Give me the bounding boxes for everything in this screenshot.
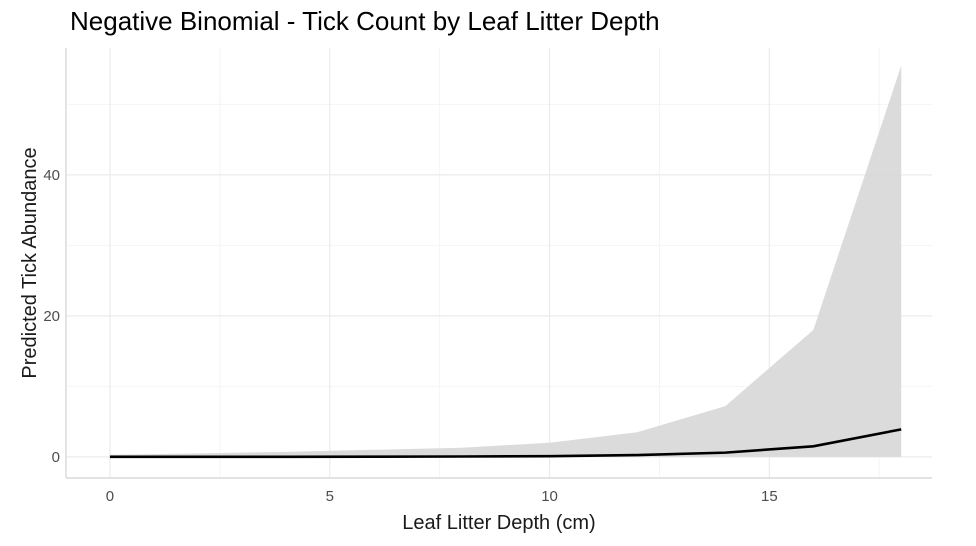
y-tick-label: 40 xyxy=(43,167,60,184)
x-tick-labels: 0 5 10 15 xyxy=(106,488,778,505)
minor-gridlines xyxy=(66,48,932,478)
chart-title: Negative Binomial - Tick Count by Leaf L… xyxy=(70,6,660,36)
confidence-ribbon xyxy=(109,65,902,457)
y-tick-labels: 0 20 40 xyxy=(43,167,60,466)
y-axis-title: Predicted Tick Abundance xyxy=(19,147,41,378)
x-tick-label: 15 xyxy=(761,488,778,505)
x-axis-title: Leaf Litter Depth (cm) xyxy=(402,512,595,534)
y-tick-label: 20 xyxy=(43,308,60,325)
y-tick-label: 0 xyxy=(52,449,60,466)
x-tick-label: 0 xyxy=(106,488,114,505)
x-tick-label: 5 xyxy=(326,488,334,505)
x-tick-label: 10 xyxy=(541,488,558,505)
predicted-line xyxy=(109,428,902,459)
